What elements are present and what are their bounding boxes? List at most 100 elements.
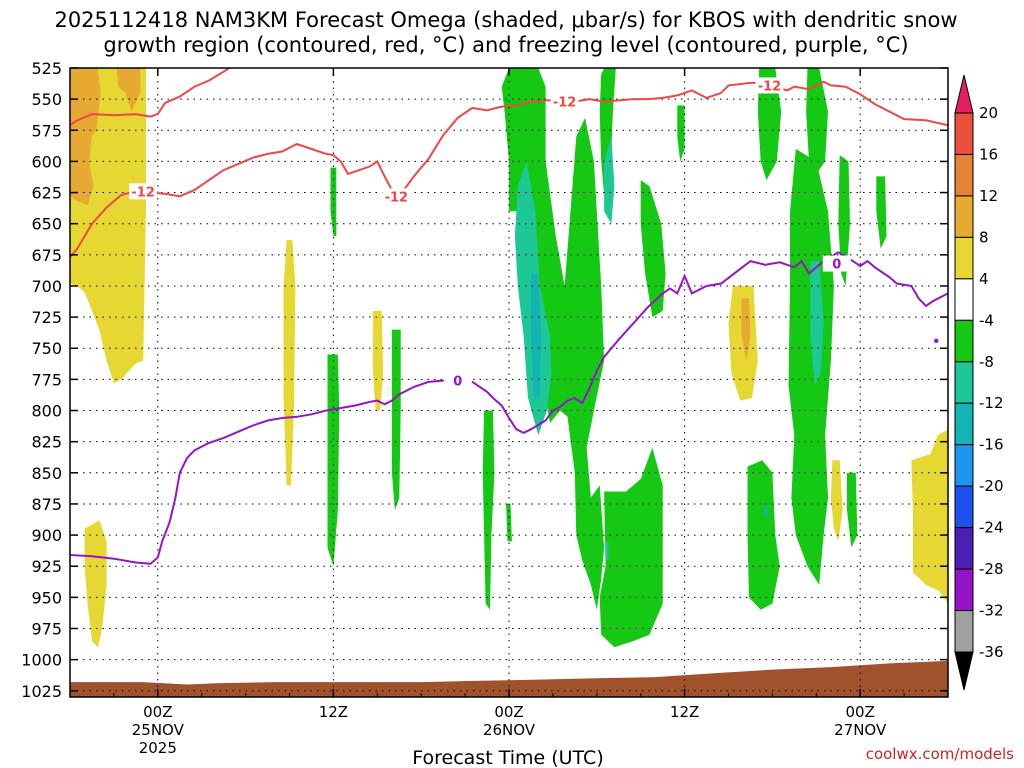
y-tick-label: 1025 xyxy=(21,682,62,701)
omega-region xyxy=(482,410,495,610)
omega-region xyxy=(847,472,858,548)
omega-region xyxy=(677,105,685,162)
x-tick-date: 27NOV xyxy=(834,721,887,739)
contour-label-bg xyxy=(443,372,472,389)
x-tick-label: 00Z xyxy=(494,703,523,721)
colorbar-segment xyxy=(954,485,974,529)
y-tick-label: 575 xyxy=(31,121,62,140)
contour-label-bg xyxy=(822,255,851,272)
omega-region xyxy=(911,429,948,604)
omega-region xyxy=(830,460,843,542)
omega-region xyxy=(810,261,824,386)
colorbar-label: -4 xyxy=(979,311,994,329)
omega-region xyxy=(372,310,384,411)
y-tick-label: 950 xyxy=(31,588,62,607)
omega-region xyxy=(531,273,542,399)
colorbar-segment xyxy=(954,610,974,653)
omega-region xyxy=(599,68,616,212)
omega-region xyxy=(84,520,107,648)
contour-labels: -12 -12 -12 -12 0 0 xyxy=(129,77,851,390)
contour-label: -12 xyxy=(758,79,782,94)
y-tick-label: 875 xyxy=(31,495,62,514)
omega-region xyxy=(876,176,887,249)
colorbar-arrow-top xyxy=(954,74,974,114)
colorbar-label: 20 xyxy=(979,104,998,122)
chart-title-line2: growth region (contoured, red, °C) and f… xyxy=(103,33,908,57)
y-tick-label: 900 xyxy=(31,526,62,545)
x-tick-label: 00Z xyxy=(846,703,875,721)
omega-region xyxy=(741,298,751,361)
contour-label: -12 xyxy=(385,190,409,205)
omega-region xyxy=(806,68,828,174)
y-tick-label: 700 xyxy=(31,277,62,296)
colorbar-segment xyxy=(954,236,974,280)
colorbar-label: -8 xyxy=(979,353,994,371)
y-tick-label: 750 xyxy=(31,339,62,358)
y-tick-label: 800 xyxy=(31,402,62,421)
contour-lines xyxy=(70,68,948,565)
omega-shading xyxy=(70,68,948,697)
colorbar-label: -36 xyxy=(979,643,1004,661)
omega-region xyxy=(116,68,141,112)
colorbar: 20 16 12 8 4 -4 -8 -12 -16 -20 -24 -28 -32 -36 xyxy=(954,74,1004,691)
y-tick-label: 725 xyxy=(31,308,62,327)
omega-region xyxy=(70,68,101,205)
contour-label: 0 xyxy=(453,375,462,390)
grid-lines xyxy=(70,68,948,697)
credit-text: coolwx.com/models xyxy=(866,745,1014,763)
omega-region xyxy=(640,180,666,318)
ground-terrain xyxy=(70,660,948,697)
colorbar-label: -32 xyxy=(979,602,1004,620)
y-tick-label: 1000 xyxy=(21,651,62,670)
y-tick-label: 850 xyxy=(31,464,62,483)
contour-label: 0 xyxy=(832,258,841,273)
colorbar-label: -20 xyxy=(979,477,1004,495)
y-axis: 525 550 575 600 625 650 675 700 725 750 775 800 825 8… xyxy=(21,59,948,701)
dgz-contour-upper xyxy=(70,68,231,127)
colorbar-label: 16 xyxy=(979,145,998,163)
y-tick-label: 650 xyxy=(31,215,62,234)
contour-label-bg xyxy=(382,188,411,205)
contour-label-bg xyxy=(550,93,579,110)
omega-region xyxy=(637,541,647,610)
colorbar-label: -24 xyxy=(979,519,1004,537)
colorbar-segment xyxy=(954,402,974,446)
colorbar-segment xyxy=(954,112,974,155)
dgz-contour-lower xyxy=(70,80,948,258)
x-tick-label: 00Z xyxy=(143,703,172,721)
colorbar-label: 12 xyxy=(979,187,998,205)
omega-region xyxy=(391,329,401,511)
contour-label-bg xyxy=(755,77,784,94)
contour-label: -12 xyxy=(131,185,155,200)
colorbar-label: 4 xyxy=(979,270,989,288)
colorbar-label: -16 xyxy=(979,436,1004,454)
freezing-level-contour xyxy=(70,251,948,565)
colorbar-segment xyxy=(954,527,974,570)
y-tick-label: 625 xyxy=(31,184,62,203)
colorbar-segment xyxy=(954,278,974,321)
x-axis-label: Forecast Time (UTC) xyxy=(412,747,603,768)
omega-region xyxy=(506,503,512,542)
y-tick-label: 600 xyxy=(31,152,62,171)
x-tick-label: 12Z xyxy=(319,703,348,721)
x-tick-year: 2025 xyxy=(139,739,177,757)
colorbar-segment xyxy=(954,319,974,363)
colorbar-segment xyxy=(954,444,974,487)
colorbar-arrow-bottom xyxy=(954,651,974,691)
y-tick-label: 525 xyxy=(31,59,62,78)
chart-title-line1: 2025112418 NAM3KM Forecast Omega (shaded… xyxy=(54,8,957,32)
colorbar-label: -12 xyxy=(979,394,1004,412)
colorbar-segment xyxy=(954,568,974,612)
colorbar-label: -28 xyxy=(979,560,1004,578)
y-tick-label: 925 xyxy=(31,557,62,576)
omega-region xyxy=(757,68,782,181)
omega-region xyxy=(747,460,780,610)
omega-region xyxy=(605,541,609,560)
x-tick-label: 12Z xyxy=(670,703,699,721)
omega-region xyxy=(604,136,615,224)
omega-region xyxy=(788,149,834,585)
y-tick-label: 675 xyxy=(31,246,62,265)
colorbar-segment xyxy=(954,195,974,238)
